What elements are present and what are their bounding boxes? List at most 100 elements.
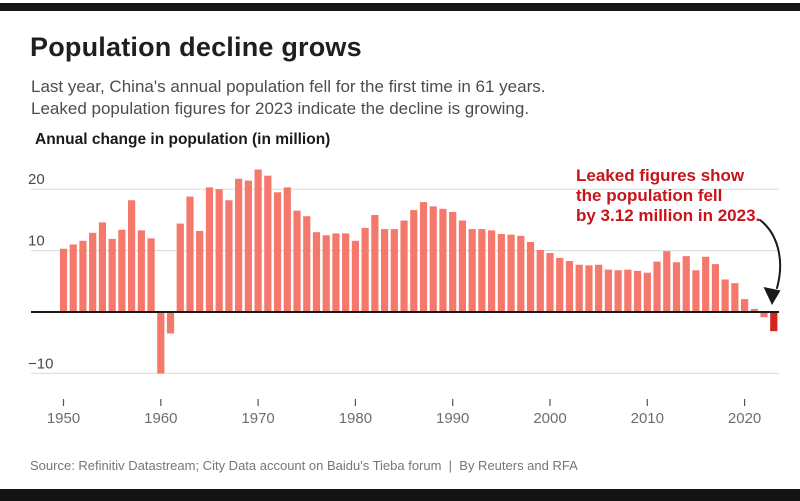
bar-1981: [361, 227, 369, 312]
subtitle-line-1: Last year, China's annual population fel…: [31, 77, 546, 96]
bar-2001: [556, 257, 564, 312]
bar-1954: [98, 222, 107, 312]
x-axis-label-2010: 2010: [631, 410, 664, 427]
bar-1993: [478, 229, 486, 312]
bar-2017: [711, 264, 720, 312]
axis-layer: 1950 1960 1970 1980 1990 2000 2010 2020: [31, 311, 779, 427]
gridlines-layer: 20 10 −10: [28, 171, 779, 374]
bar-2009: [633, 270, 642, 312]
bar-1982: [371, 214, 379, 312]
page-title: Population decline grows: [30, 32, 362, 62]
annotation-callout: Leaked figures show the population fell …: [576, 166, 760, 226]
y-axis-label-−10: −10: [28, 355, 53, 372]
bar-1974: [293, 210, 301, 312]
x-axis-label-2020: 2020: [728, 410, 761, 427]
bar-1969: [244, 180, 252, 312]
bar-2022: [760, 312, 768, 318]
x-axis-label-1950: 1950: [47, 410, 80, 427]
subtitle-line-2: Leaked population figures for 2023 indic…: [31, 99, 530, 118]
annotation-line-1: Leaked figures show: [576, 166, 745, 185]
bar-1980: [351, 240, 359, 312]
bar-2016: [702, 256, 710, 312]
x-axis-label-1980: 1980: [339, 410, 372, 427]
bar-2000: [546, 253, 554, 312]
bar-1957: [128, 200, 136, 312]
bar-2008: [624, 269, 632, 312]
bar-1959: [147, 238, 155, 312]
chart-heading: Annual change in population (in million): [35, 131, 331, 148]
y-axis-label-20: 20: [28, 171, 45, 188]
bar-1976: [312, 232, 321, 312]
bar-2019: [731, 283, 739, 312]
bar-1967: [225, 200, 233, 312]
bar-1984: [390, 229, 398, 312]
bar-2003: [575, 264, 583, 312]
bar-2004: [585, 265, 593, 312]
bar-1990: [449, 211, 457, 312]
bar-1978: [332, 233, 340, 312]
bar-1995: [497, 234, 505, 312]
bar-1951: [69, 244, 77, 312]
source-credit: Source: Refinitiv Datastream; City Data …: [30, 458, 578, 473]
y-axis-label-10: 10: [28, 233, 45, 250]
bar-1998: [526, 242, 535, 312]
bar-1973: [283, 187, 291, 312]
annotation-arrow: [759, 219, 782, 289]
bar-1983: [380, 229, 389, 312]
bar-1985: [400, 220, 408, 312]
bar-1953: [89, 232, 97, 312]
bar-1966: [215, 189, 223, 312]
bar-1992: [468, 229, 476, 312]
bar-1952: [79, 240, 87, 312]
x-axis-label-1970: 1970: [241, 410, 274, 427]
bar-1979: [342, 233, 350, 312]
bar-1997: [517, 235, 525, 312]
x-axis-label-1960: 1960: [144, 410, 177, 427]
bar-2002: [565, 261, 574, 312]
bar-1987: [419, 202, 428, 312]
bar-2020: [741, 299, 749, 312]
bar-1988: [429, 206, 437, 312]
bottom-border-bar: [0, 489, 800, 501]
bar-1971: [264, 175, 272, 312]
bar-1964: [196, 230, 204, 312]
bar-1968: [235, 178, 243, 312]
bar-2014: [682, 256, 690, 312]
bar-2007: [614, 270, 622, 312]
bar-1996: [507, 234, 515, 312]
bar-1955: [108, 238, 116, 312]
x-axis-label-2000: 2000: [533, 410, 566, 427]
bar-2021: [750, 308, 758, 312]
bar-1991: [458, 220, 467, 312]
bar-1958: [137, 230, 145, 312]
bars-layer: [59, 169, 778, 374]
bar-1994: [488, 230, 496, 312]
x-axis-label-1990: 1990: [436, 410, 469, 427]
bar-1962: [176, 223, 184, 312]
bar-2015: [692, 270, 700, 312]
annotation-line-2: the population fell: [576, 186, 723, 205]
bar-1956: [118, 229, 126, 312]
bar-1961: [166, 312, 175, 334]
annotation-line-3: by 3.12 million in 2023.: [576, 206, 761, 225]
bar-2023: [770, 312, 778, 332]
bar-2013: [672, 262, 681, 312]
bar-2012: [663, 251, 671, 312]
bar-2010: [643, 272, 651, 312]
bar-2018: [721, 279, 729, 312]
annotation-arrowhead: [763, 287, 781, 305]
bar-2011: [653, 261, 661, 312]
bar-1986: [410, 210, 418, 312]
bar-2005: [595, 264, 603, 312]
bar-2006: [604, 269, 612, 312]
bar-1950: [59, 248, 68, 312]
bar-1972: [273, 192, 282, 312]
bar-1999: [536, 249, 544, 312]
top-border-bar: [0, 3, 800, 11]
bar-1975: [303, 216, 311, 312]
bar-1970: [254, 169, 262, 312]
bar-1965: [205, 187, 214, 312]
bar-1963: [186, 196, 194, 312]
